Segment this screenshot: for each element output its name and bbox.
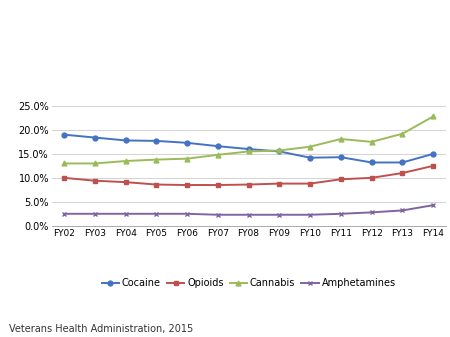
Opioids (338, 177, 344, 181)
Cannabis (123, 159, 128, 163)
Opioids (215, 183, 220, 187)
Cocaine (400, 160, 405, 164)
Cocaine (184, 141, 190, 145)
Cocaine (153, 139, 159, 143)
Amphetamines (92, 212, 98, 216)
Opioids (277, 182, 282, 186)
Opioids (92, 179, 98, 183)
Cannabis (61, 161, 67, 165)
Cannabis (215, 153, 220, 157)
Cocaine (369, 160, 374, 164)
Opioids (307, 182, 313, 186)
Text: Veterans Health Administration, 2015: Veterans Health Administration, 2015 (9, 324, 193, 334)
Cannabis (277, 149, 282, 153)
Amphetamines (215, 213, 220, 217)
Cannabis (184, 157, 190, 161)
Cocaine (123, 139, 128, 143)
Amphetamines (431, 203, 436, 207)
Cocaine (307, 156, 313, 160)
Cocaine (431, 152, 436, 156)
Cocaine (92, 135, 98, 140)
Cannabis (431, 115, 436, 119)
Cocaine (277, 149, 282, 153)
Cannabis (369, 140, 374, 144)
Amphetamines (369, 210, 374, 214)
Cannabis (400, 132, 405, 136)
Cannabis (153, 158, 159, 162)
Cocaine (338, 155, 344, 159)
Cocaine (61, 133, 67, 137)
Amphetamines (184, 212, 190, 216)
Line: Amphetamines: Amphetamines (62, 203, 436, 217)
Amphetamines (277, 213, 282, 217)
Cocaine (215, 144, 220, 148)
Amphetamines (123, 212, 128, 216)
Line: Opioids: Opioids (62, 163, 436, 187)
Opioids (153, 183, 159, 187)
Cannabis (246, 149, 251, 153)
Amphetamines (400, 208, 405, 212)
Opioids (61, 176, 67, 180)
Cannabis (307, 145, 313, 149)
Cocaine (246, 147, 251, 151)
Amphetamines (61, 212, 67, 216)
Opioids (184, 183, 190, 187)
Amphetamines (246, 213, 251, 217)
Cannabis (92, 161, 98, 165)
Opioids (400, 171, 405, 175)
Opioids (246, 183, 251, 187)
Cannabis (338, 137, 344, 141)
Opioids (431, 164, 436, 168)
Opioids (369, 176, 374, 180)
Amphetamines (307, 213, 313, 217)
Amphetamines (153, 212, 159, 216)
Amphetamines (338, 212, 344, 216)
Line: Cocaine: Cocaine (62, 132, 436, 165)
Line: Cannabis: Cannabis (62, 114, 436, 166)
Legend: Cocaine, Opioids, Cannabis, Amphetamines: Cocaine, Opioids, Cannabis, Amphetamines (102, 278, 396, 288)
Opioids (123, 180, 128, 184)
Text: Trends in Rates of Past-Year SUD Diagnoses
by Drug among Veterans with PTSD & SU: Trends in Rates of Past-Year SUD Diagnos… (57, 22, 393, 72)
